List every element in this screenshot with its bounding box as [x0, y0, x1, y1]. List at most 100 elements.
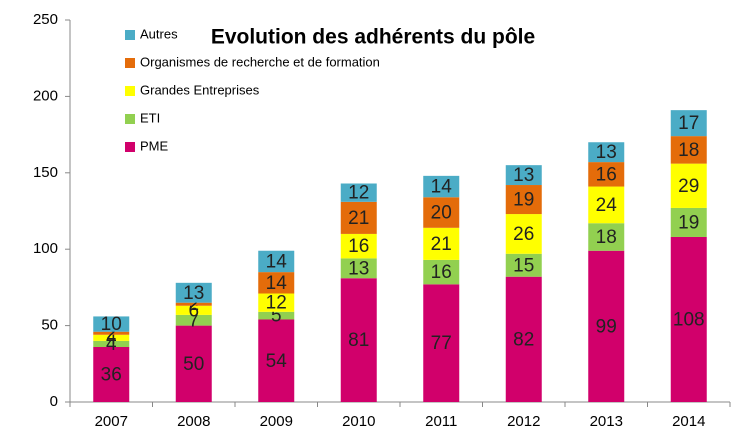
- bar-segment: [505, 185, 542, 215]
- value-label: 12: [348, 183, 369, 204]
- bar-segment: [588, 162, 625, 187]
- value-label: 10: [101, 314, 122, 335]
- y-tick-label: 100: [33, 240, 58, 257]
- value-label: 14: [266, 251, 288, 272]
- value-label: 12: [266, 293, 287, 314]
- value-label: 17: [678, 113, 699, 134]
- legend-label: Autres: [140, 26, 178, 41]
- bar-segment: [588, 186, 625, 224]
- legend-label: Grandes Entreprises: [140, 82, 260, 97]
- value-label: 108: [673, 310, 705, 331]
- bar-segment: [588, 223, 625, 251]
- bar-segment: [505, 276, 542, 402]
- bar-segment: [670, 136, 707, 164]
- bar-segment: [505, 214, 542, 254]
- x-tick-label: 2010: [342, 413, 375, 430]
- value-label: 15: [513, 255, 534, 276]
- bar-segment: [93, 316, 130, 332]
- value-label: 6: [188, 300, 199, 321]
- value-label: 19: [678, 212, 699, 233]
- value-label: 29: [678, 176, 699, 197]
- value-label: 19: [513, 190, 534, 211]
- bar-segment: [423, 227, 460, 260]
- legend-swatch: [125, 142, 135, 152]
- bar-segment: [258, 250, 295, 273]
- value-label: 2: [106, 323, 117, 344]
- x-tick-label: 2009: [260, 413, 293, 430]
- legend-label: Organismes de recherche et de formation: [140, 54, 380, 69]
- bar-segment: [670, 110, 707, 137]
- value-label: 16: [431, 262, 452, 283]
- value-label: 21: [431, 234, 452, 255]
- bar-segment: [670, 236, 707, 402]
- x-tick-label: 2014: [672, 413, 705, 430]
- bar-segment: [258, 311, 295, 320]
- bar-segment: [93, 331, 130, 335]
- value-label: 2: [188, 294, 199, 315]
- value-label: 7: [188, 310, 199, 331]
- chart-title: Evolution des adhérents du pôle: [211, 26, 535, 49]
- x-tick-label: 2008: [177, 413, 210, 430]
- x-tick-label: 2011: [425, 413, 457, 430]
- value-label: 26: [513, 224, 534, 245]
- value-label: 13: [513, 165, 534, 186]
- value-label: 13: [183, 283, 204, 304]
- bar-segment: [175, 282, 212, 303]
- bar-segment: [175, 314, 212, 326]
- value-label: 18: [678, 140, 699, 161]
- bar-segment: [340, 258, 377, 279]
- legend-swatch: [125, 58, 135, 68]
- bar-segment: [588, 250, 625, 402]
- y-tick-label: 250: [33, 11, 58, 28]
- value-label: 36: [101, 365, 122, 386]
- value-label: 99: [596, 316, 617, 337]
- bar-segment: [505, 253, 542, 277]
- value-label: 82: [513, 329, 534, 350]
- bar-segment: [423, 175, 460, 198]
- bar-segment: [423, 197, 460, 228]
- value-label: 4: [106, 334, 117, 355]
- legend-label: ETI: [140, 110, 160, 125]
- value-label: 4: [106, 328, 117, 349]
- bar-segment: [258, 319, 295, 402]
- value-label: 14: [431, 177, 453, 198]
- value-label: 21: [348, 208, 369, 229]
- value-label: 20: [431, 203, 452, 224]
- bar-segment: [175, 305, 212, 315]
- value-label: 18: [596, 227, 617, 248]
- bar-segment: [175, 302, 212, 306]
- bar-segment: [258, 293, 295, 312]
- y-tick-label: 50: [41, 317, 58, 334]
- bar-segment: [670, 207, 707, 237]
- bar-segment: [340, 233, 377, 259]
- value-label: 13: [348, 258, 369, 279]
- bar-segment: [423, 284, 460, 402]
- bar-segment: [588, 142, 625, 163]
- value-label: 14: [266, 273, 288, 294]
- x-tick-label: 2007: [95, 413, 128, 430]
- y-tick-label: 0: [50, 393, 58, 410]
- value-label: 5: [271, 306, 282, 327]
- bar-segment: [258, 272, 295, 294]
- value-label: 16: [596, 164, 617, 185]
- bar-segment: [340, 201, 377, 234]
- bar-segment: [340, 183, 377, 202]
- x-tick-label: 2012: [507, 413, 540, 430]
- legend-swatch: [125, 114, 135, 124]
- bar-segment: [93, 334, 130, 341]
- value-label: 50: [183, 354, 204, 375]
- bar-segment: [93, 346, 130, 402]
- value-label: 24: [596, 195, 618, 216]
- y-tick-label: 200: [33, 87, 58, 104]
- legend-swatch: [125, 86, 135, 96]
- bar-segment: [670, 163, 707, 208]
- y-tick-label: 150: [33, 164, 58, 181]
- value-label: 81: [348, 330, 369, 351]
- bar-segment: [93, 340, 130, 347]
- bar-segment: [175, 325, 212, 402]
- value-label: 13: [596, 142, 617, 163]
- legend-swatch: [125, 30, 135, 40]
- bar-segment: [505, 165, 542, 186]
- x-tick-label: 2013: [590, 413, 623, 430]
